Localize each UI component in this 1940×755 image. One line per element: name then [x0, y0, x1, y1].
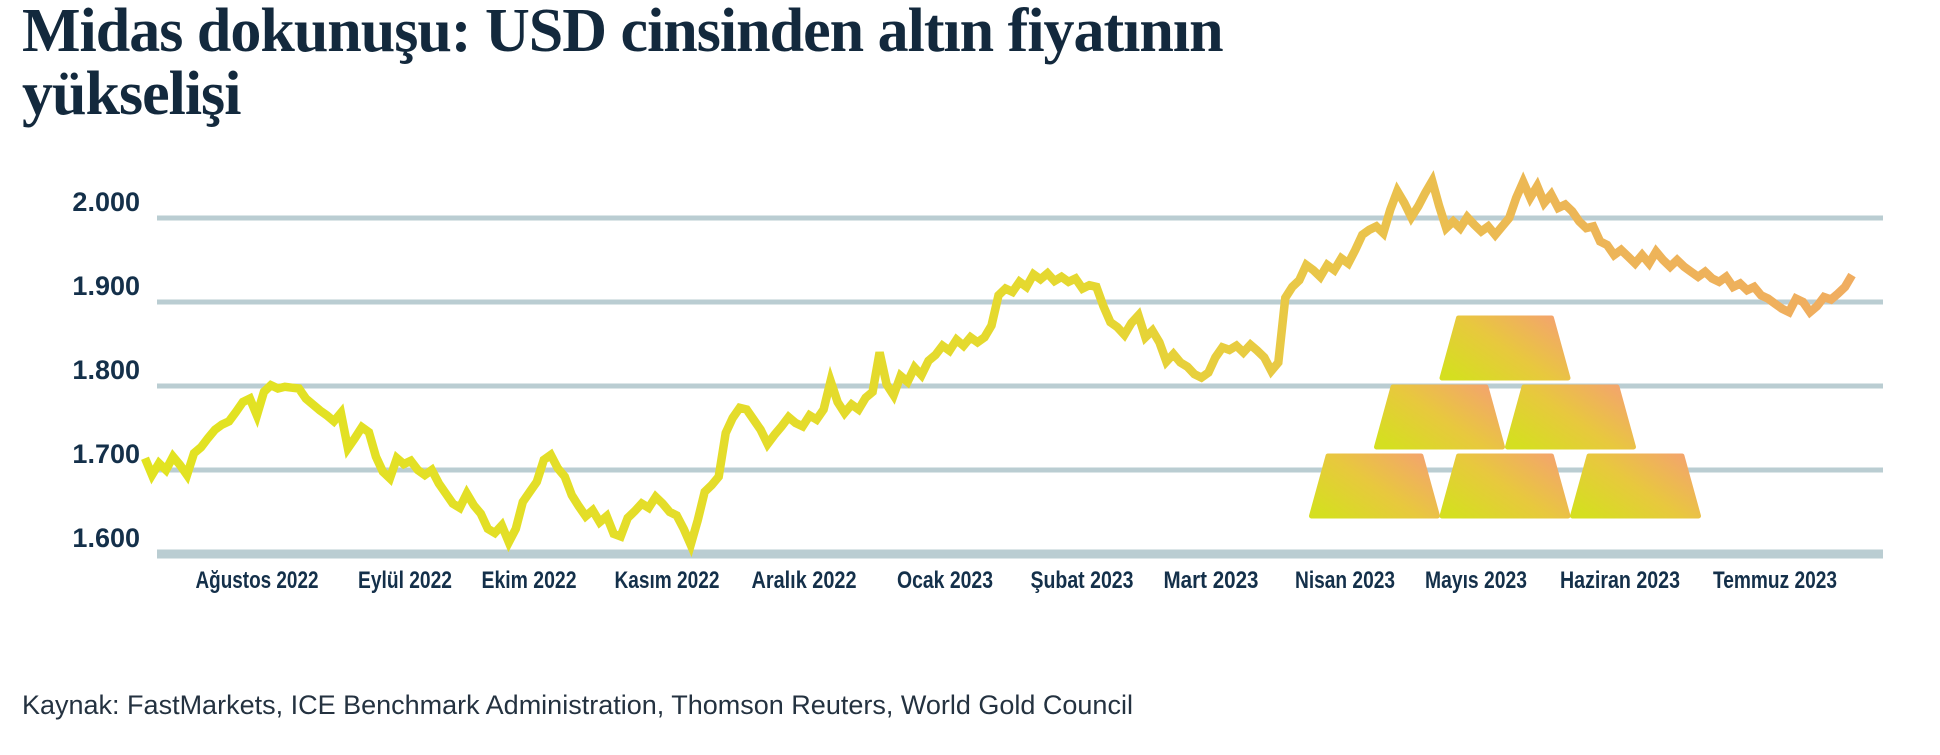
x-axis-label: Haziran 2023 [1560, 567, 1680, 594]
source-note: Kaynak: FastMarkets, ICE Benchmark Admin… [22, 690, 1133, 720]
x-axis-label: Mayıs 2023 [1425, 567, 1527, 594]
gold-bar-icon [1309, 453, 1440, 519]
y-axis-label: 1.900 [72, 271, 140, 301]
x-axis-label: Nisan 2023 [1295, 567, 1395, 594]
x-axis-label: Ekim 2022 [482, 567, 577, 594]
x-axis-label: Aralık 2022 [752, 567, 857, 594]
y-axis-labels: 2.000 1.900 1.800 1.700 1.600 [72, 187, 140, 553]
gold-price-line [141, 170, 1856, 558]
y-axis-label: 1.800 [72, 355, 140, 385]
gold-bar-icon [1505, 384, 1636, 450]
gold-bar-icon [1570, 453, 1701, 519]
x-axis-label: Kasım 2022 [615, 567, 720, 594]
x-axis-label: Temmuz 2023 [1713, 567, 1837, 594]
page-title: Midas dokunuşu: USD cinsinden altın fiya… [22, 0, 1224, 128]
x-axis-labels: Ağustos 2022 Eylül 2022 Ekim 2022 Kasım 202… [196, 567, 1838, 594]
y-axis-label: 2.000 [72, 187, 140, 217]
y-axis-label: 1.600 [72, 523, 140, 553]
y-axis-label: 1.700 [72, 439, 140, 469]
gold-bars-illustration [1309, 315, 1701, 519]
x-axis-label: Ağustos 2022 [196, 567, 319, 594]
x-axis-label: Eylül 2022 [358, 567, 452, 594]
x-axis-label: Mart 2023 [1164, 567, 1259, 594]
x-axis-label: Şubat 2023 [1031, 567, 1134, 594]
x-axis-label: Ocak 2023 [897, 567, 993, 594]
gold-bar-icon [1374, 384, 1505, 450]
gold-bar-icon [1439, 453, 1571, 519]
gold-bar-icon [1439, 315, 1571, 381]
